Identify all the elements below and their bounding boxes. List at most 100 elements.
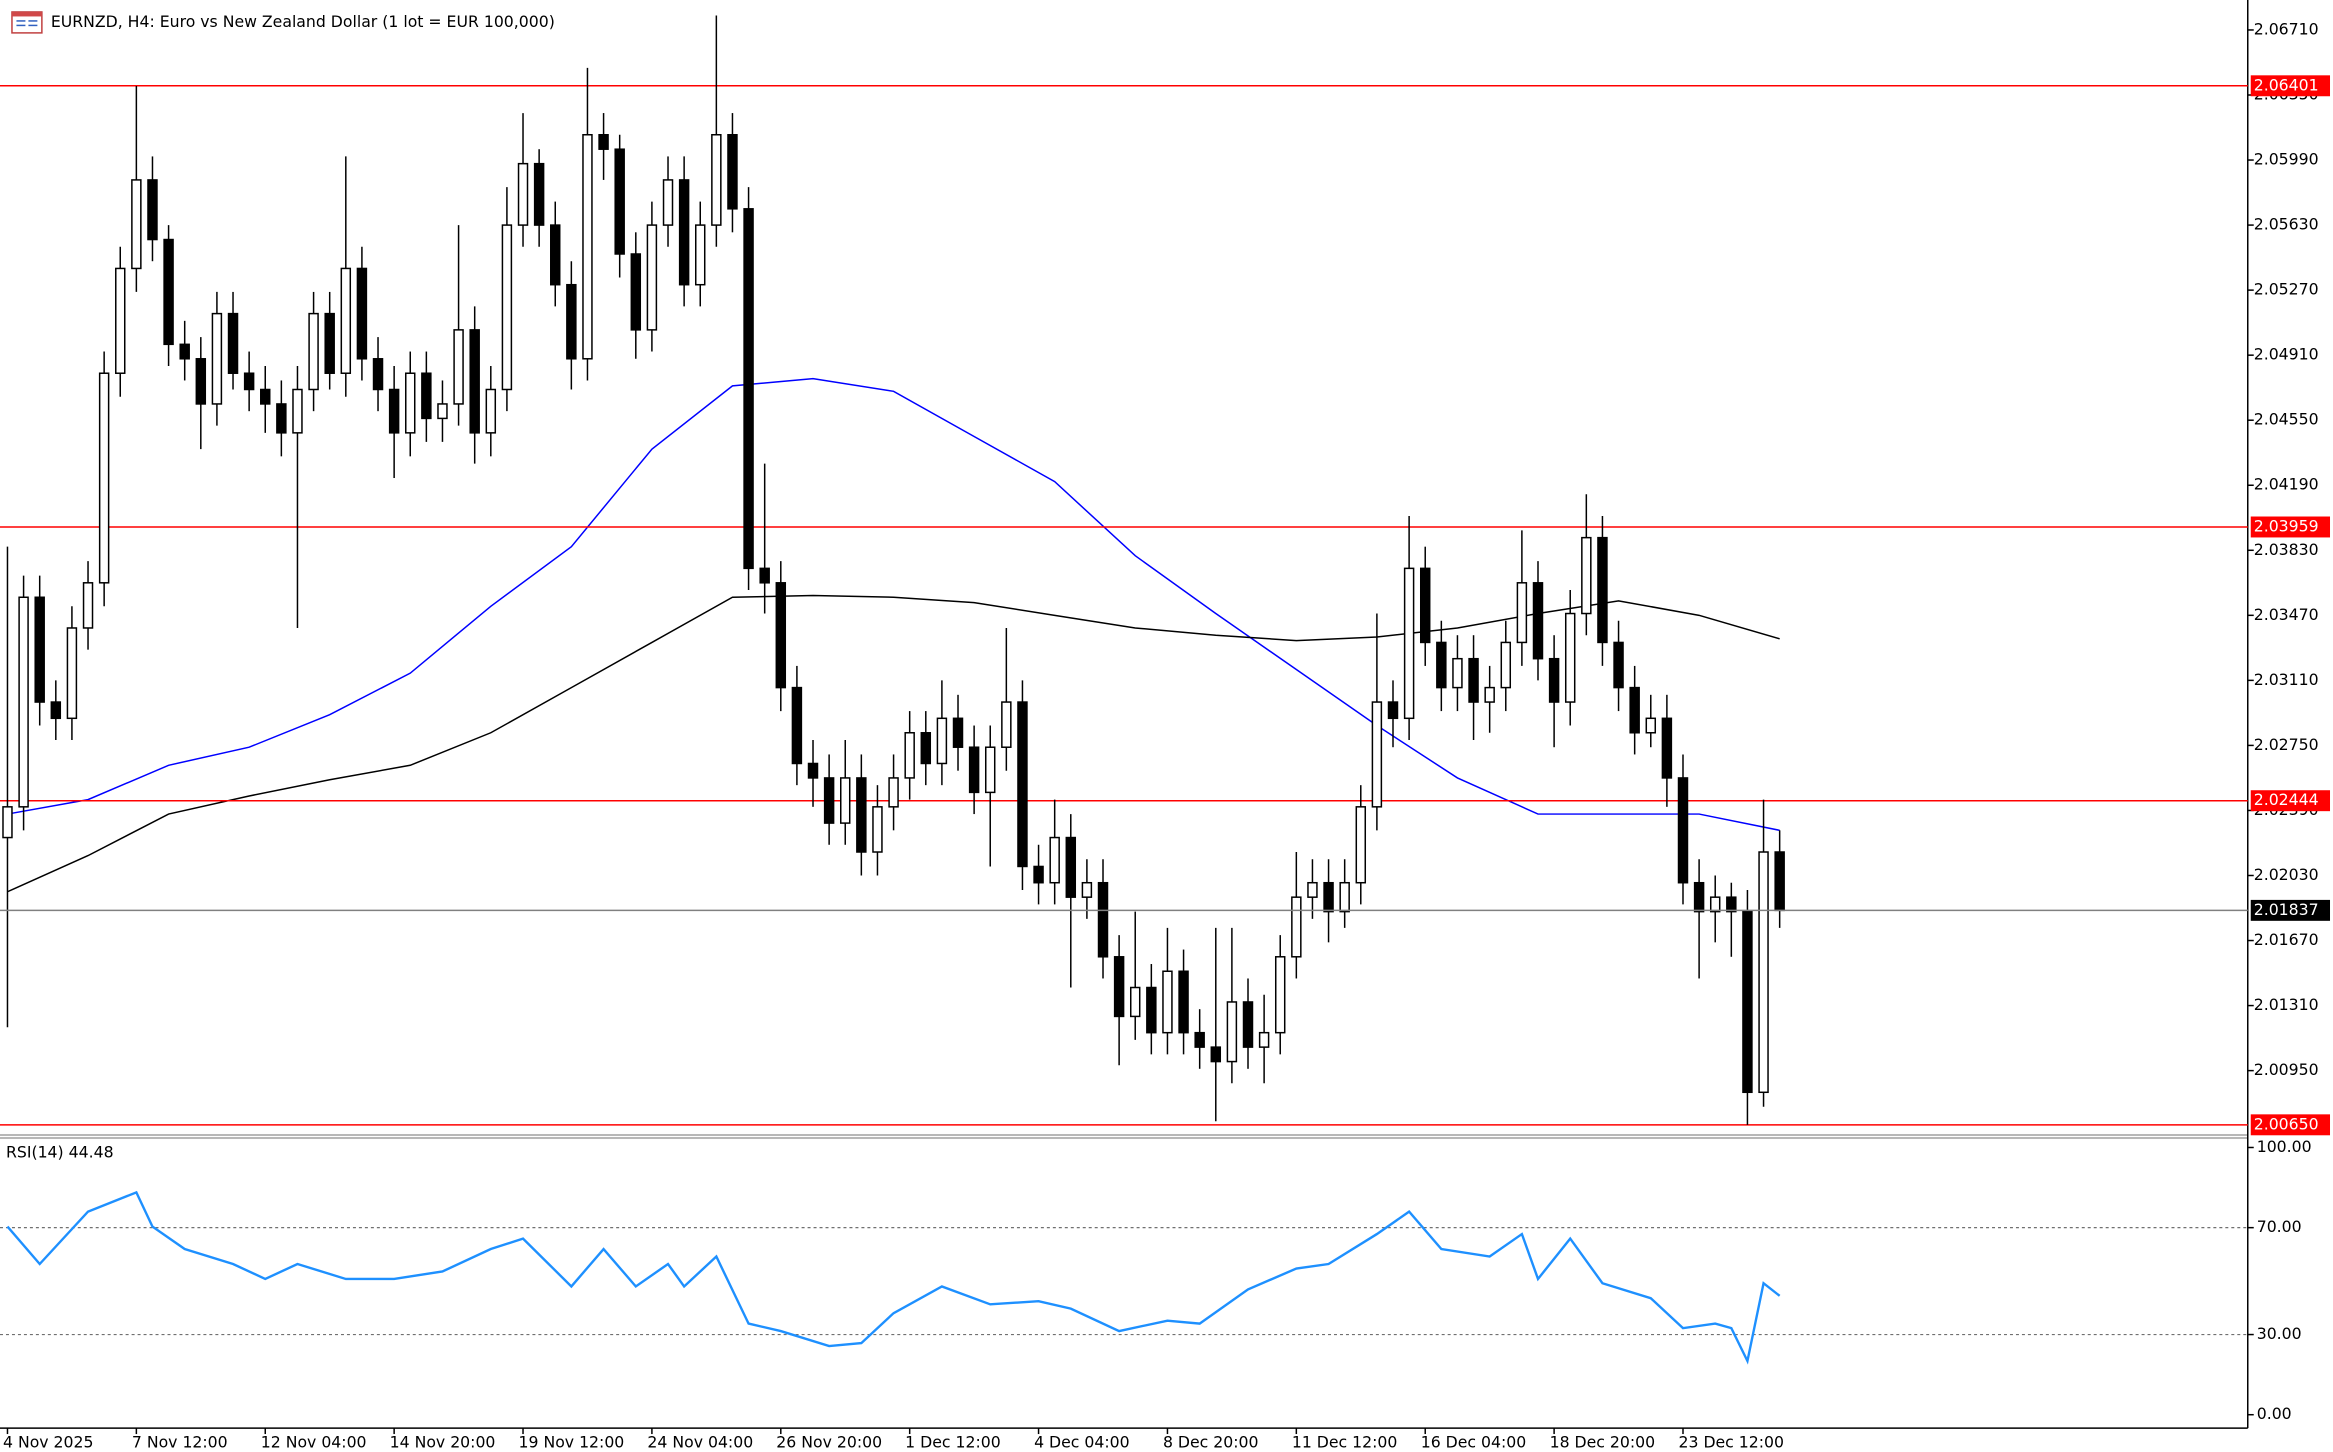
candle-body (904, 732, 915, 779)
candle-body (1419, 567, 1431, 644)
candle-body (1146, 986, 1157, 1034)
candle-body (1629, 686, 1640, 734)
candle-body (646, 224, 658, 331)
candle-body (82, 582, 94, 629)
level-label: 2.02444 (2254, 790, 2319, 809)
candle-body (485, 388, 497, 434)
candle-body (1129, 986, 1141, 1018)
candle-body (179, 343, 190, 360)
candle-body (968, 746, 980, 794)
candle-body (678, 179, 690, 286)
y-tick-label: 2.02750 (2254, 735, 2319, 754)
candle-body (920, 732, 932, 765)
candle-body (1597, 536, 1608, 644)
candle-body (453, 329, 464, 405)
candle-body (1709, 896, 1721, 913)
y-tick-label: 2.05630 (2254, 215, 2319, 234)
y-tick-label: 2.02030 (2254, 865, 2319, 884)
candle-body (131, 179, 142, 270)
level-label-box (2250, 1114, 2331, 1136)
candle-body (1194, 1031, 1205, 1048)
y-tick-label: 2.06710 (2254, 19, 2319, 38)
x-tick-label: 23 Dec 12:00 (1679, 1433, 1785, 1452)
candle-body (324, 312, 335, 374)
level-label-box (2250, 516, 2331, 538)
candle-body (550, 224, 561, 286)
candle-body (1065, 836, 1077, 898)
candle-body (292, 388, 303, 434)
candle-body (1339, 881, 1350, 913)
x-tick-label: 7 Nov 12:00 (132, 1433, 228, 1452)
candle-body (260, 388, 271, 405)
candle-body (1726, 896, 1737, 913)
candle-body (662, 179, 674, 226)
y-tick-label: 2.01310 (2254, 995, 2319, 1014)
candle-body (759, 567, 770, 584)
candle-body (388, 388, 400, 434)
candle-body (1693, 881, 1705, 913)
candle-body (437, 403, 448, 420)
x-tick-label: 12 Nov 04:00 (261, 1433, 367, 1452)
candle-body (372, 358, 384, 391)
candle-body (501, 224, 513, 391)
candle-body (1484, 686, 1495, 703)
candle-body (1226, 1001, 1238, 1063)
candle-body (743, 208, 754, 570)
x-tick-label: 16 Dec 04:00 (1421, 1433, 1527, 1452)
candle-body (1613, 641, 1624, 689)
y-tick-label: 0.00 (2257, 1404, 2292, 1423)
candle-body (1645, 717, 1657, 734)
candle-body (195, 358, 207, 405)
candle-body (1387, 701, 1399, 720)
candle-body (1774, 851, 1785, 912)
y-tick-label: 2.05990 (2254, 150, 2319, 169)
candle-body (1242, 1001, 1254, 1048)
x-tick-label: 8 Dec 20:00 (1163, 1433, 1259, 1452)
candle-body (1758, 851, 1769, 1094)
candle-body (807, 762, 819, 779)
candle-body (582, 134, 593, 360)
candle-body (1258, 1031, 1270, 1048)
candle-body (1564, 612, 1576, 703)
indicator-title: RSI(14) 44.48 (6, 1142, 114, 1161)
candle-body (1532, 582, 1544, 660)
level-label: 2.06401 (2254, 75, 2319, 94)
candle-body (936, 717, 948, 765)
candle-body (1516, 582, 1528, 644)
candle-body (147, 179, 158, 241)
candle-body (711, 134, 722, 226)
candle-body (888, 777, 899, 808)
candle-body (115, 267, 126, 374)
chart-title: EURNZD, H4: Euro vs New Zealand Dollar (… (51, 12, 555, 31)
x-tick-label: 1 Dec 12:00 (905, 1433, 1001, 1452)
candle-body (1210, 1046, 1222, 1063)
last-price-box (2250, 899, 2331, 921)
candle-body (1452, 657, 1463, 689)
symbol-icon (11, 11, 43, 34)
candle-body (1081, 881, 1093, 898)
candle-body (1307, 881, 1318, 898)
x-tick-label: 4 Nov 2025 (3, 1433, 94, 1452)
candle-body (952, 717, 964, 748)
y-tick-label: 30.00 (2257, 1324, 2302, 1343)
candle-body (340, 267, 352, 374)
candle-body (50, 701, 62, 720)
candle-body (1097, 881, 1109, 958)
candle-body (1001, 701, 1012, 748)
y-tick-label: 2.01670 (2254, 930, 2319, 949)
candle-body (598, 134, 609, 150)
rsi-line (6, 1190, 1781, 1365)
x-tick-label: 24 Nov 04:00 (647, 1433, 753, 1452)
candle-body (1371, 701, 1383, 808)
candle-body (405, 372, 416, 434)
level-label: 2.00650 (2254, 1114, 2319, 1133)
y-tick-label: 2.04190 (2254, 475, 2319, 494)
x-tick-label: 26 Nov 20:00 (776, 1433, 882, 1452)
candle-body (421, 372, 432, 420)
candle-body (1661, 717, 1673, 779)
candle-body (840, 777, 851, 824)
y-tick-label: 2.00950 (2254, 1060, 2319, 1079)
candle-body (823, 777, 835, 824)
candle-body (984, 746, 996, 794)
y-tick-label: 70.00 (2257, 1217, 2302, 1236)
